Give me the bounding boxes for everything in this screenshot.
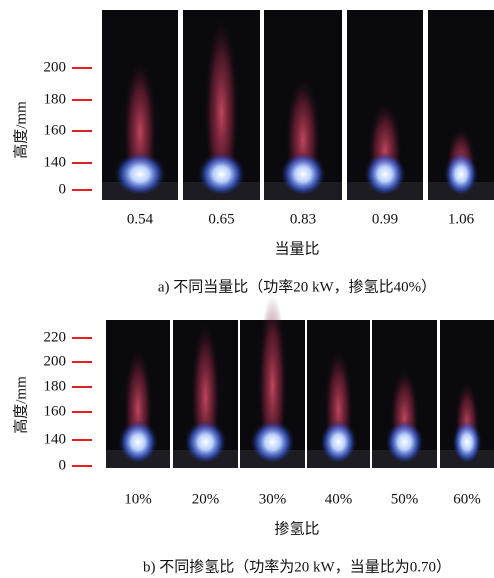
y-tick-label: 0	[59, 457, 67, 473]
flame-photo	[440, 320, 494, 468]
photo-label: 0.65	[208, 211, 234, 227]
y-tick-label: 180	[44, 91, 67, 107]
photo-label: 0.99	[372, 211, 398, 227]
flame-blue	[444, 150, 478, 194]
flame-photo	[372, 320, 437, 468]
flame-photo	[428, 10, 494, 200]
photo-label: 0.83	[290, 211, 316, 227]
y-tick-label: 160	[44, 403, 67, 419]
caption: a) 不同当量比（功率20 kW，掺氢比40%）	[158, 278, 436, 295]
flame-red	[204, 0, 239, 190]
y-tick-label: 200	[44, 353, 67, 369]
flame-blue	[197, 150, 246, 194]
y-axis-label: 高度/mm	[12, 101, 29, 159]
flame-photo	[307, 320, 370, 468]
photo-label: 60%	[453, 491, 481, 507]
photo-label: 50%	[391, 491, 419, 507]
flame-photo	[240, 277, 305, 468]
photo-label: 1.06	[448, 211, 475, 227]
flame-photo	[106, 320, 170, 468]
photo-label: 20%	[192, 491, 220, 507]
flame-photo	[102, 10, 178, 200]
photo-label: 30%	[259, 491, 287, 507]
photo-label: 10%	[124, 491, 152, 507]
y-axis-label: 高度/mm	[12, 376, 29, 434]
flame-blue	[385, 418, 424, 462]
y-tick-label: 180	[44, 378, 67, 394]
flame-photo	[264, 10, 342, 200]
y-tick-label: 220	[44, 329, 67, 345]
y-tick-label: 0	[59, 181, 67, 197]
x-axis-label: 掺氢比	[274, 520, 319, 537]
flame-blue	[118, 418, 158, 462]
flame-blue	[184, 418, 227, 462]
y-tick-label: 140	[44, 154, 67, 170]
flame-photo	[347, 10, 423, 200]
flame-blue	[320, 418, 357, 462]
flame-blue	[114, 150, 166, 194]
flame-blue	[452, 418, 482, 462]
y-tick-label: 160	[44, 122, 67, 138]
flame-blue	[364, 150, 406, 194]
flame-red	[258, 277, 287, 459]
photo-label: 0.54	[127, 211, 154, 227]
y-tick-label: 140	[44, 431, 67, 447]
y-tick-label: 200	[44, 59, 67, 75]
flame-blue	[280, 150, 326, 194]
caption: b) 不同掺氢比（功率为20 kW，当量比为0.70）	[143, 558, 451, 575]
flame-photo	[183, 0, 260, 200]
flame-blue	[250, 418, 295, 462]
x-axis-label: 当量比	[274, 240, 319, 257]
photo-label: 40%	[325, 491, 353, 507]
flame-photo	[173, 307, 238, 468]
